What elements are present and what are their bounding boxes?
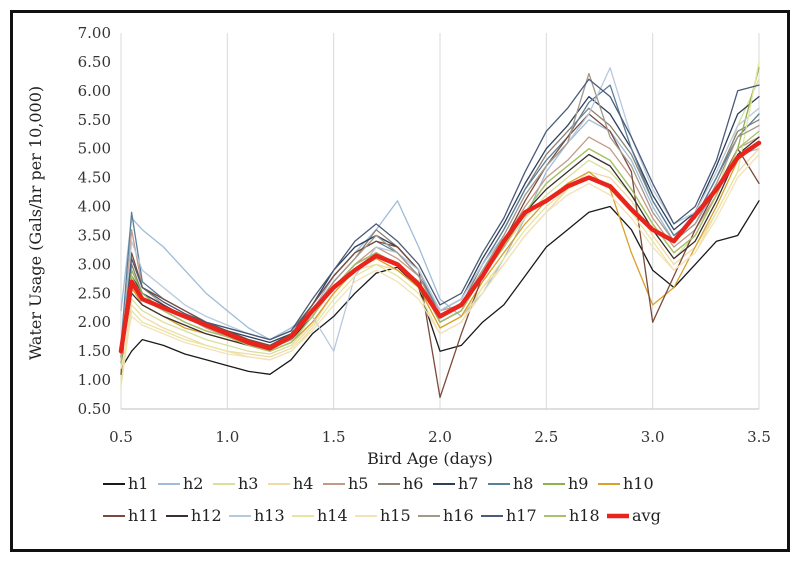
- y-tick-label: 2.00: [78, 313, 111, 331]
- x-axis-title: Bird Age (days): [367, 449, 493, 468]
- axes: 0.5 1.0 1.5 2.0 2.5 3.0 3.5 0.50 1.00 1.50 2.00 2.5…: [78, 24, 771, 446]
- series-line-h13: [120, 67, 760, 364]
- legend-label-h1: h1: [128, 474, 148, 493]
- y-tick-label: 5.50: [78, 111, 111, 129]
- chart-frame: 0.5 1.0 1.5 2.0 2.5 3.0 3.5 0.50 1.00 1.50 2.00 2.5…: [10, 10, 790, 552]
- legend-label-avg: avg: [632, 506, 661, 525]
- x-tick-label: 1.5: [322, 428, 346, 446]
- grid: [120, 33, 760, 409]
- legend: h1 h2 h3 h4 h5 h6 h7 h8 h9 h10 h11 h12 h13 h14 h15 h16 h…: [103, 474, 661, 525]
- legend-label-h12: h12: [191, 506, 222, 525]
- y-tick-label: 3.50: [78, 226, 111, 244]
- series-line-h1: [120, 200, 760, 375]
- legend-label-h17: h17: [506, 506, 537, 525]
- x-tick-label: 2.0: [428, 428, 452, 446]
- legend-label-h2: h2: [183, 474, 203, 493]
- x-tick-label: 1.0: [215, 428, 239, 446]
- series-line-avg: [118, 140, 762, 354]
- series-lines: [118, 61, 762, 399]
- y-tick-label: 7.00: [78, 24, 111, 42]
- legend-label-h13: h13: [254, 506, 285, 525]
- legend-label-h16: h16: [443, 506, 474, 525]
- y-tick-label: 6.50: [78, 53, 111, 71]
- legend-label-h9: h9: [568, 474, 588, 493]
- x-tick-label: 2.5: [534, 428, 558, 446]
- y-tick-label: 2.50: [78, 284, 111, 302]
- legend-label-h4: h4: [293, 474, 313, 493]
- y-tick-label: 6.00: [78, 82, 111, 100]
- legend-label-h10: h10: [623, 474, 654, 493]
- legend-label-h7: h7: [458, 474, 478, 493]
- legend-label-h15: h15: [380, 506, 411, 525]
- y-tick-label: 5.00: [78, 140, 111, 158]
- legend-label-h8: h8: [513, 474, 533, 493]
- legend-label-h3: h3: [238, 474, 258, 493]
- legend-label-h6: h6: [403, 474, 423, 493]
- x-tick-label: 0.5: [109, 428, 133, 446]
- y-tick-label: 1.00: [78, 371, 111, 389]
- y-tick-label: 4.50: [78, 169, 111, 187]
- series-line-h2: [120, 119, 760, 341]
- legend-label-h5: h5: [348, 474, 368, 493]
- legend-label-h14: h14: [317, 506, 348, 525]
- y-tick-label: 4.00: [78, 198, 111, 216]
- legend-label-h18: h18: [569, 506, 600, 525]
- x-tick-label: 3.0: [641, 428, 665, 446]
- legend-label-h11: h11: [128, 506, 159, 525]
- x-tick-label: 3.5: [747, 428, 771, 446]
- series-line-h17: [120, 78, 760, 352]
- y-tick-label: 0.50: [78, 400, 111, 418]
- y-axis-title: Water Usage (Gals/hr per 10,000): [26, 86, 45, 360]
- series-line-h14: [120, 61, 760, 387]
- y-tick-label: 1.50: [78, 342, 111, 360]
- series-line-h15: [120, 153, 760, 370]
- line-chart: 0.5 1.0 1.5 2.0 2.5 3.0 3.5 0.50 1.00 1.50 2.00 2.5…: [26, 24, 771, 525]
- y-tick-label: 3.00: [78, 255, 111, 273]
